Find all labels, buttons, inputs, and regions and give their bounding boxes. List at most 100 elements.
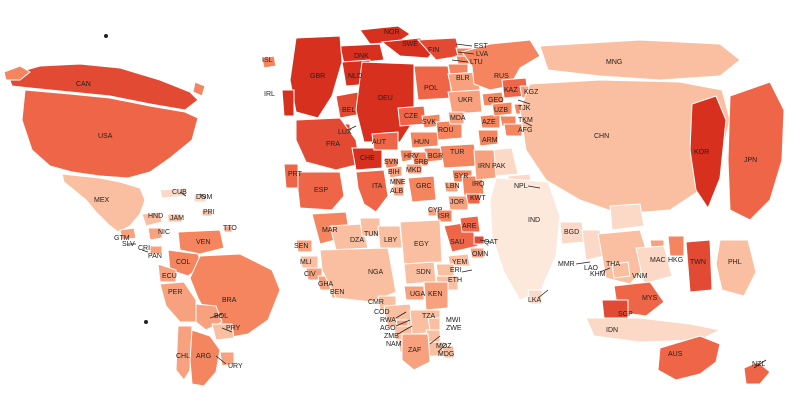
leader-line xyxy=(537,289,549,299)
label-zaf: ZAF xyxy=(408,347,421,354)
label-bgd: BGD xyxy=(564,229,579,236)
leader-line xyxy=(215,355,227,365)
country-nor xyxy=(359,25,411,45)
label-tur: TUR xyxy=(450,149,464,156)
country-che xyxy=(351,147,383,171)
country-grc xyxy=(407,175,437,203)
label-dza: DZA xyxy=(350,237,364,244)
label-mmr: MMR xyxy=(558,261,575,268)
label-per: PER xyxy=(168,289,182,296)
country-sen xyxy=(295,239,313,253)
label-pak: PAK xyxy=(492,163,506,170)
label-eri: ERI xyxy=(450,267,462,274)
label-chl: CHL xyxy=(176,353,190,360)
country-chn xyxy=(519,79,731,215)
label-hkg: HKG xyxy=(668,257,683,264)
label-aut: AUT xyxy=(372,139,387,146)
country-pri xyxy=(201,209,213,217)
label-are: ARE xyxy=(462,223,477,230)
country-can xyxy=(7,63,199,111)
label-rwa: RWA xyxy=(380,317,396,324)
country-rus xyxy=(461,39,541,91)
label-twn: TWN xyxy=(690,259,706,266)
region-oceania xyxy=(657,335,771,385)
region-middle-east xyxy=(427,143,497,267)
country-jpn xyxy=(727,81,785,221)
label-pry: PRY xyxy=(226,325,241,332)
label-tha: THA xyxy=(606,261,620,268)
leader-line xyxy=(599,267,611,273)
country-dnk xyxy=(339,43,385,65)
label-kwt: KWT xyxy=(470,195,486,202)
label-aus: AUS xyxy=(668,351,683,358)
country-srb xyxy=(411,151,429,167)
label-nga: NGA xyxy=(368,269,384,276)
country-aut xyxy=(371,131,399,151)
label-ecu: ECU xyxy=(162,273,177,280)
country-fra xyxy=(295,117,361,171)
country-uga xyxy=(403,285,425,301)
label-mys: MYS xyxy=(642,295,658,302)
label-lao: LAO xyxy=(584,265,599,272)
label-moz: MOZ xyxy=(436,343,452,350)
country-mdg xyxy=(441,345,455,359)
leader-lines xyxy=(128,43,767,369)
country-twn xyxy=(685,239,713,293)
label-pol: POL xyxy=(424,85,438,92)
label-mdg: MDG xyxy=(438,351,454,358)
label-cyp: CYP xyxy=(428,207,443,214)
label-ukr: UKR xyxy=(458,97,473,104)
country-phl xyxy=(715,239,757,297)
label-phl: PHL xyxy=(728,259,742,266)
leader-line xyxy=(395,319,411,327)
country-nga xyxy=(319,247,397,303)
label-alb: ALB xyxy=(390,188,404,195)
country-uzb xyxy=(491,101,513,117)
label-ven: VEN xyxy=(196,239,210,246)
label-nor: NOR xyxy=(384,29,400,36)
country-khm xyxy=(611,261,631,279)
leader-line xyxy=(141,249,149,253)
label-deu: DEU xyxy=(378,95,393,102)
label-kaz: KAZ xyxy=(504,87,518,94)
label-lva: LVA xyxy=(476,51,489,58)
label-hun: HUN xyxy=(414,139,429,146)
country-mda xyxy=(447,111,465,125)
label-jam: JAM xyxy=(170,215,184,222)
label-uzb: UZB xyxy=(494,107,508,114)
country-mng xyxy=(539,39,741,81)
label-afg: AFG xyxy=(518,127,532,134)
leader-line xyxy=(461,269,473,273)
label-tkm: TKM xyxy=(518,117,533,124)
label-zmb: ZMB xyxy=(384,333,399,340)
country-qat xyxy=(473,235,485,245)
label-usa: USA xyxy=(98,133,113,140)
country-ukr xyxy=(447,89,483,115)
marker-dot xyxy=(144,320,148,324)
map-markers xyxy=(104,34,148,324)
label-isr: ISR xyxy=(438,213,450,220)
country-gbr xyxy=(289,35,343,119)
leader-line xyxy=(455,43,473,47)
label-cze: CZE xyxy=(404,113,418,120)
region-europe xyxy=(261,25,483,213)
label-mex: MEX xyxy=(94,197,110,204)
label-sgp: SGP xyxy=(618,311,633,318)
country-nzl xyxy=(743,361,771,385)
country-hnd xyxy=(141,211,163,227)
country-arg xyxy=(189,329,221,387)
country-egy xyxy=(399,219,443,265)
leader-line xyxy=(429,335,441,345)
country-yem xyxy=(447,253,471,267)
label-lbn: LBN xyxy=(446,183,460,190)
country-hun xyxy=(409,131,439,149)
label-syr: SYR xyxy=(454,173,468,180)
leader-line xyxy=(479,239,491,243)
label-rus: RUS xyxy=(494,73,509,80)
label-blr: BLR xyxy=(456,75,470,82)
label-cri: CRI xyxy=(138,245,150,252)
country-irl xyxy=(281,89,295,117)
label-sen: SEN xyxy=(294,243,308,250)
label-jpn: JPN xyxy=(744,157,757,164)
label-isl: ISL xyxy=(262,57,273,64)
